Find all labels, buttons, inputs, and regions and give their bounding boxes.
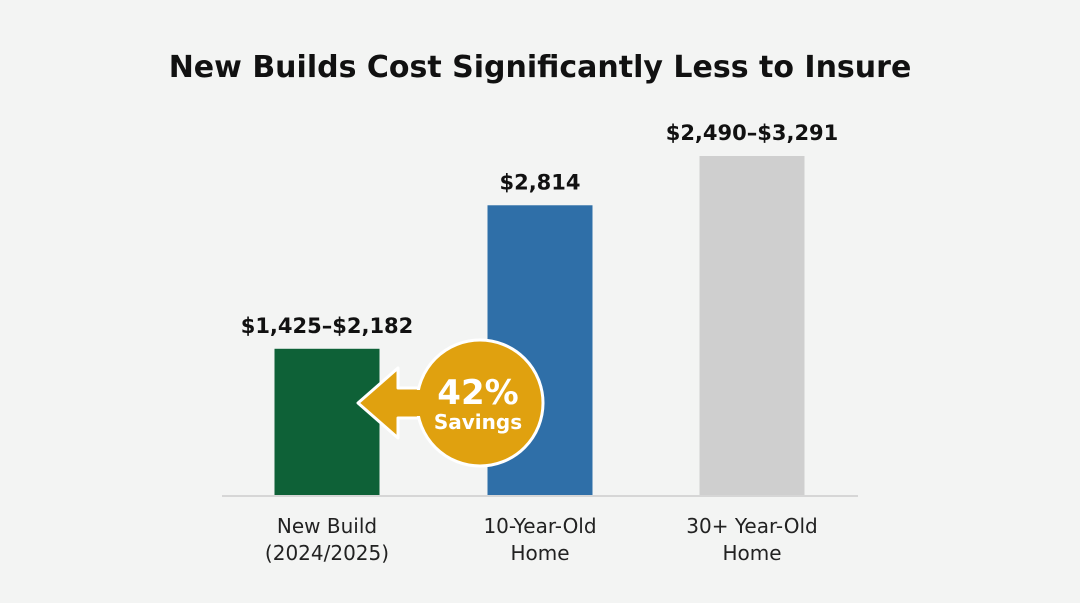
savings-badge: 42% Savings	[356, 338, 545, 468]
data-label: $2,490–$3,291	[666, 121, 839, 145]
data-label: $2,814	[499, 170, 580, 194]
category-label: Home	[510, 541, 569, 565]
category-label: (2024/2025)	[265, 541, 389, 565]
savings-percent: 42%	[437, 373, 518, 413]
category-label: Home	[722, 541, 781, 565]
chart-title: New Builds Cost Significantly Less to In…	[169, 50, 912, 85]
savings-label: Savings	[434, 410, 522, 434]
category-label: New Build	[277, 514, 377, 538]
bar-1	[274, 348, 380, 496]
category-label: 10-Year-Old	[483, 514, 596, 538]
bar-3	[699, 156, 805, 496]
data-label: $1,425–$2,182	[241, 314, 414, 338]
category-label: 30+ Year-Old	[686, 514, 817, 538]
